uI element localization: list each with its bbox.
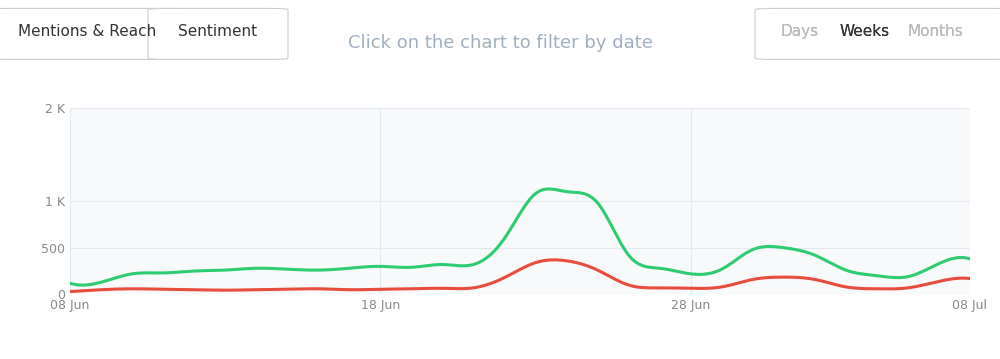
Text: Months: Months [907,24,963,38]
Text: Click on the chart to filter by date: Click on the chart to filter by date [348,34,652,52]
Text: Mentions & Reach: Mentions & Reach [18,24,156,38]
Text: Days: Days [781,24,819,38]
FancyBboxPatch shape [148,8,288,60]
Text: Weeks: Weeks [840,24,890,38]
Text: Days: Days [781,24,819,38]
Text: Months: Months [907,24,963,38]
FancyBboxPatch shape [0,8,185,60]
FancyBboxPatch shape [755,8,1000,60]
Text: Sentiment: Sentiment [178,24,258,38]
Text: Weeks: Weeks [840,24,890,38]
